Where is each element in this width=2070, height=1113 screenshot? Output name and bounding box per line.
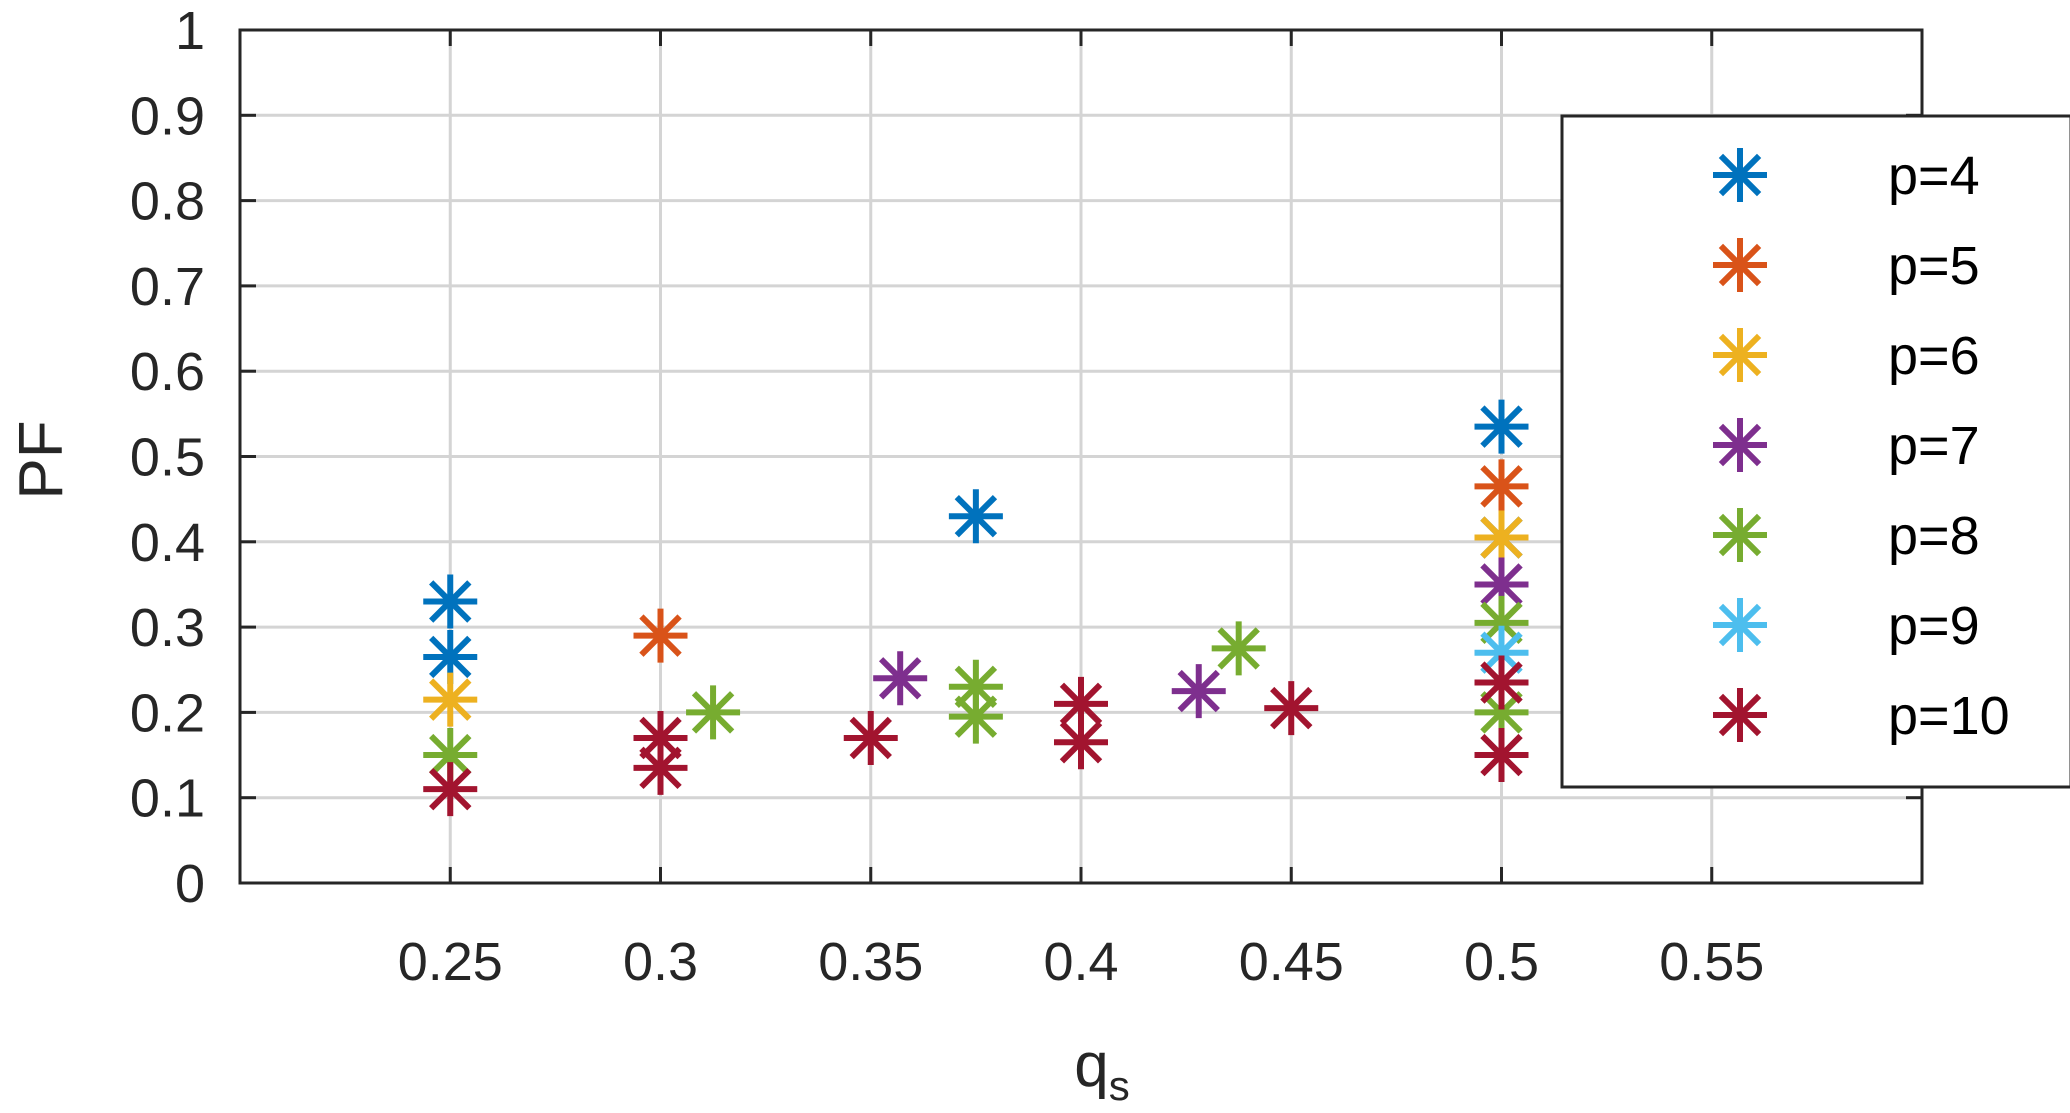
data-point — [1474, 399, 1529, 454]
x-tick-label: 0.45 — [1239, 932, 1344, 992]
legend-marker — [1713, 238, 1767, 292]
data-point — [1054, 715, 1108, 770]
legend-label: p=7 — [1888, 416, 1980, 476]
axis-labels: qs PF — [7, 420, 1130, 1109]
data-point — [633, 608, 688, 663]
y-axis-label: PF — [7, 420, 76, 499]
data-point — [423, 762, 478, 817]
legend-marker — [1713, 148, 1767, 202]
data-point — [1474, 655, 1529, 710]
data-point — [1474, 728, 1529, 783]
legend-entry: p=7 — [1713, 416, 1980, 476]
x-tick-label: 0.4 — [1043, 932, 1118, 992]
data-point — [1474, 459, 1529, 514]
series-p-9 — [1474, 625, 1529, 680]
legend-label: p=5 — [1888, 236, 1980, 296]
data-point — [1474, 625, 1529, 680]
legend-entry: p=10 — [1713, 686, 2010, 746]
data-point — [843, 710, 898, 765]
series-p-5 — [633, 459, 1529, 663]
data-point — [1171, 664, 1226, 719]
data-point — [873, 651, 928, 706]
legend-marker — [1713, 598, 1767, 652]
data-point — [1264, 681, 1319, 736]
data-point — [423, 672, 478, 727]
y-tick-label: 0.9 — [130, 86, 205, 146]
x-tick-label: 0.25 — [398, 932, 503, 992]
y-tick-label: 0.5 — [130, 428, 205, 488]
legend-entry: p=6 — [1713, 326, 1980, 386]
legend-box — [1560, 114, 2070, 789]
series-p-6 — [423, 510, 1529, 727]
legend-marker — [1713, 418, 1767, 472]
series-p-7 — [873, 557, 1529, 719]
legend-entry: p=4 — [1713, 146, 1980, 206]
y-tick-label: 0.1 — [130, 769, 205, 829]
legend-label: p=8 — [1888, 506, 1980, 566]
series-p-8 — [423, 595, 1529, 783]
legend-marker — [1713, 688, 1767, 742]
y-tick-label: 0.2 — [130, 683, 205, 743]
legend-label: p=10 — [1888, 686, 2010, 746]
data-point — [1211, 621, 1266, 676]
data-point — [686, 685, 741, 740]
data-points — [423, 399, 1529, 817]
legend-entry: p=5 — [1713, 236, 1980, 296]
data-point — [948, 489, 1003, 544]
legend-marker — [1713, 328, 1767, 382]
legend-marker — [1713, 508, 1767, 562]
data-point — [423, 574, 478, 629]
legend-entry: p=8 — [1713, 506, 1980, 566]
x-tick-label: 0.5 — [1464, 932, 1539, 992]
x-tick-label: 0.3 — [623, 932, 698, 992]
x-tick-label: 0.55 — [1659, 932, 1764, 992]
data-point — [1474, 510, 1529, 565]
tick-labels: 0.25 0.3 0.35 0.4 0.45 0.5 0.55 0 0.1 0.2 0.3 0.4 0.… — [130, 1, 1764, 992]
y-tick-label: 0.6 — [130, 342, 205, 402]
data-point — [633, 740, 688, 795]
y-tick-label: 0.8 — [130, 172, 205, 232]
y-tick-label: 1 — [175, 1, 205, 61]
legend-label: p=6 — [1888, 326, 1980, 386]
x-tick-label: 0.35 — [818, 932, 923, 992]
y-tick-label: 0.4 — [130, 513, 205, 573]
x-axis-label: qs — [1074, 1031, 1129, 1109]
series-p-10 — [423, 655, 1529, 817]
legend-label: p=4 — [1888, 146, 1980, 206]
y-tick-label: 0.7 — [130, 257, 205, 317]
data-point — [948, 689, 1003, 744]
y-tick-label: 0 — [175, 854, 205, 914]
y-tick-label: 0.3 — [130, 598, 205, 658]
legend-label: p=9 — [1888, 596, 1980, 656]
legend-entry: p=9 — [1713, 596, 1980, 656]
data-point — [948, 659, 1003, 714]
legend: p=4 p=5 p=6 p=7 p=8 p=9 p=10 — [1560, 114, 2070, 789]
